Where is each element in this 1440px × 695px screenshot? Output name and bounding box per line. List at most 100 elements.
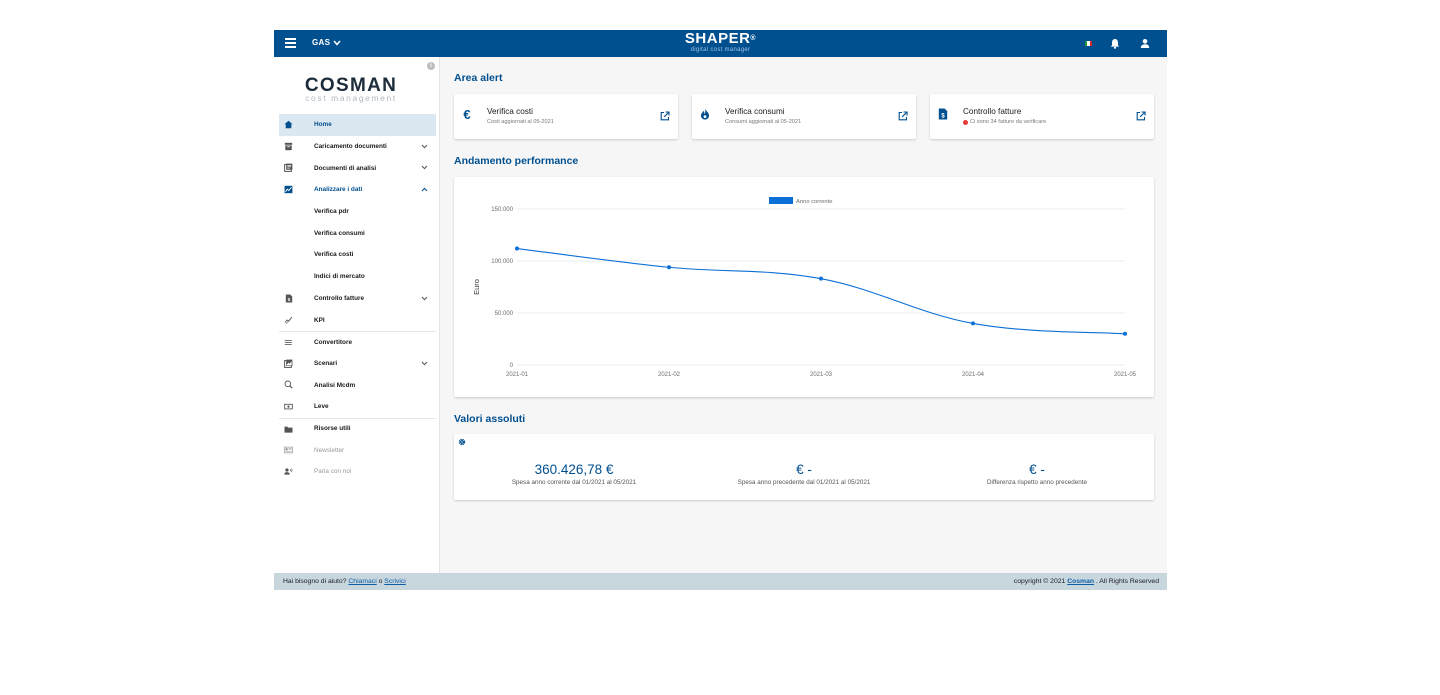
sidebar-item-label: Risorse utili: [314, 425, 351, 433]
alert-card-verifica-costi[interactable]: € Verifica costi Costi aggiornati al 05-…: [454, 94, 678, 139]
alert-subtitle: Costi aggiornati al 05-2021: [487, 119, 554, 125]
alert-subtitle: Ci sono 34 fatture da verificare: [963, 119, 1046, 125]
y-tick-label: 100.000: [491, 259, 513, 265]
alert-subtitle-text: Consumi aggiornati al 05-2021: [725, 119, 802, 125]
cosman-link[interactable]: Cosman: [1067, 578, 1095, 585]
kpi-label: Differenza rispetto anno precedente: [987, 479, 1087, 486]
sidebar-item-analizzare-i-dati[interactable]: Analizzare i dati: [279, 179, 436, 201]
menu-icon[interactable]: [285, 38, 296, 48]
sidebar-subitem-indici-di-mercato[interactable]: Indici di mercato: [279, 266, 436, 288]
logo-sub: cost management: [305, 93, 397, 103]
sidebar-item-documenti-di-analisi[interactable]: Documenti di analisi: [279, 157, 436, 179]
kpi-label: Spesa anno precedente dal 01/2021 al 05/…: [737, 479, 871, 486]
sidebar-item-home[interactable]: Home: [279, 114, 436, 136]
invoice-dollar-icon: $: [937, 108, 949, 120]
alert-card-controllo-fatture[interactable]: $ Controllo fatture Ci sono 34 fatture d…: [930, 94, 1154, 139]
chevron-down-icon: [421, 361, 428, 365]
sidebar-item-label: Documenti di analisi: [314, 164, 377, 172]
sidebar-item-label: Caricamento documenti: [314, 143, 387, 151]
sidebar-item-label: Verifica costi: [314, 251, 354, 259]
sidebar-item-kpi[interactable]: KPI: [279, 309, 436, 331]
footer-or-text: o: [378, 578, 383, 585]
open-external-icon[interactable]: [898, 111, 908, 121]
italian-flag-icon[interactable]: [1085, 41, 1092, 46]
gear-icon[interactable]: [458, 438, 466, 446]
copyright-text: copyright © 2021: [1013, 578, 1066, 585]
alert-title: Controllo fatture: [963, 107, 1022, 116]
open-external-icon[interactable]: [660, 111, 670, 121]
data-point: [1123, 331, 1127, 336]
sidebar-subitem-verifica-costi[interactable]: Verifica costi: [279, 244, 436, 266]
rights-text: . All Rights Reserved: [1095, 578, 1159, 585]
legend-label: Anno corrente: [796, 199, 832, 205]
open-external-icon[interactable]: [1136, 111, 1146, 121]
sidebar-item-caricamento-documenti[interactable]: Caricamento documenti: [279, 136, 436, 158]
alert-subtitle: Consumi aggiornati al 05-2021: [725, 119, 801, 125]
sidebar-item-newsletter[interactable]: Newsletter: [279, 439, 436, 461]
analysis-icon: [284, 380, 293, 389]
chevron-down-icon: [421, 166, 428, 170]
top-bar: GAS SHAPER® digital cost manager: [274, 30, 1167, 57]
app-window: GAS SHAPER® digital cost manager i COSMA…: [274, 30, 1167, 590]
commodity-selector[interactable]: GAS: [312, 38, 341, 47]
data-point: [667, 265, 671, 270]
sidebar-item-label: Parla con noi: [314, 468, 352, 476]
flame-icon: [699, 108, 711, 120]
archive-icon: [284, 142, 293, 151]
lever-icon: [284, 402, 293, 411]
sidebar-subitem-verifica-consumi[interactable]: Verifica consumi: [279, 222, 436, 244]
brand-subtitle: digital cost manager: [690, 47, 751, 53]
performance-chart: 0 50.000 100.000 150.000 2021-01 2021-02 2021-…: [472, 197, 1137, 378]
euro-icon: €: [463, 106, 471, 122]
brand-name: SHAPER®: [274, 31, 1167, 46]
sidebar-item-scenari[interactable]: Scenari: [279, 353, 436, 375]
converter-icon: [284, 338, 293, 347]
sidebar-item-analisi-mcdm[interactable]: Analisi Mcdm: [279, 374, 436, 396]
sidebar-item-label: KPI: [314, 316, 325, 324]
alert-card-verifica-consumi[interactable]: Verifica consumi Consumi aggiornati al 0…: [692, 94, 916, 139]
cosman-logo: COSMAN cost management: [302, 76, 400, 103]
sidebar-item-risorse-utili[interactable]: Risorse utili: [279, 417, 436, 440]
sidebar-subitem-verifica-pdr[interactable]: Verifica pdr: [279, 201, 436, 223]
kpi-icon: [284, 315, 293, 324]
sidebar-item-convertitore[interactable]: Convertitore: [279, 330, 436, 353]
kpi-value: € -: [796, 462, 812, 477]
sidebar-nav: Home Caricamento documenti Documenti di …: [279, 114, 436, 483]
sidebar-item-label: Controllo fatture: [314, 294, 365, 302]
x-tick-label: 2021-03: [810, 372, 833, 378]
alert-subtitle-text: Ci sono 34 fatture da verificare: [970, 119, 1047, 125]
user-icon[interactable]: [1140, 38, 1150, 49]
commodity-label: GAS: [312, 38, 331, 47]
info-icon[interactable]: i: [427, 62, 435, 70]
footer: Hai bisogno di aiuto? Chiamaci o Scrivic…: [274, 573, 1167, 590]
sidebar-item-label: Verifica consumi: [314, 229, 365, 237]
y-axis-label: Euro: [472, 279, 481, 295]
kpi-spesa-anno-corrente: 360.426,78 € Spesa anno corrente dal 01/…: [454, 463, 694, 487]
brand-name-text: SHAPER: [684, 30, 751, 47]
sidebar-item-label: Leve: [314, 403, 329, 411]
write-link[interactable]: Scrivici: [384, 578, 406, 585]
chevron-down-icon: [333, 40, 341, 46]
chevron-down-icon: [421, 296, 428, 300]
bell-icon[interactable]: [1110, 38, 1120, 49]
invoice-icon: $: [284, 294, 293, 303]
scenarios-icon: [284, 359, 293, 368]
performance-chart-card: 0 50.000 100.000 150.000 2021-01 2021-02 2021-…: [454, 177, 1154, 397]
alert-title: Verifica costi: [487, 107, 533, 116]
sidebar: i COSMAN cost management Home Caricament…: [274, 57, 440, 573]
kpi-value: € -: [1029, 462, 1045, 477]
x-tick-label: 2021-04: [962, 372, 985, 378]
brand-registered-mark: ®: [750, 35, 757, 42]
valori-assoluti-title: Valori assoluti: [454, 413, 526, 425]
y-tick-label: 150.000: [491, 207, 513, 213]
sidebar-item-controllo-fatture[interactable]: $ Controllo fatture: [279, 288, 436, 310]
legend-swatch: [769, 197, 793, 204]
footer-help-text: Hai bisogno di aiuto?: [283, 578, 347, 585]
call-link[interactable]: Chiamaci: [348, 578, 377, 585]
alert-status-dot: [963, 119, 968, 125]
sidebar-item-parla-con-noi[interactable]: Parla con noi: [279, 461, 436, 483]
svg-text:$: $: [287, 297, 290, 302]
footer-help: Hai bisogno di aiuto? Chiamaci o Scrivic…: [283, 578, 406, 585]
sidebar-item-label: Convertitore: [314, 338, 352, 346]
sidebar-item-leve[interactable]: Leve: [279, 396, 436, 418]
